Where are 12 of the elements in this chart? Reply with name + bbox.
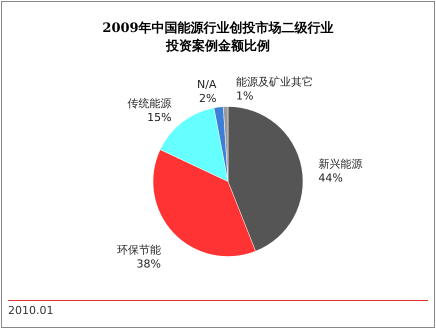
data-label: 38% [136,257,161,270]
slice-label: 能源及矿业其它 [236,76,313,88]
data-label: 15% [147,110,172,124]
slice-label: 新兴能源 [318,157,362,170]
slice-label: N/A [197,78,217,92]
chart-title: 2009年中国能源行业创投市场二级行业投资案例金额比例 [101,20,335,56]
text: 2010.01 [8,300,428,317]
data-label: 1% [236,90,254,102]
slice-label: 传统能源 [128,96,172,110]
slice-label: 环保节能 [116,243,161,256]
data-label: 44% [318,171,343,184]
data-label: 2% [199,92,216,106]
